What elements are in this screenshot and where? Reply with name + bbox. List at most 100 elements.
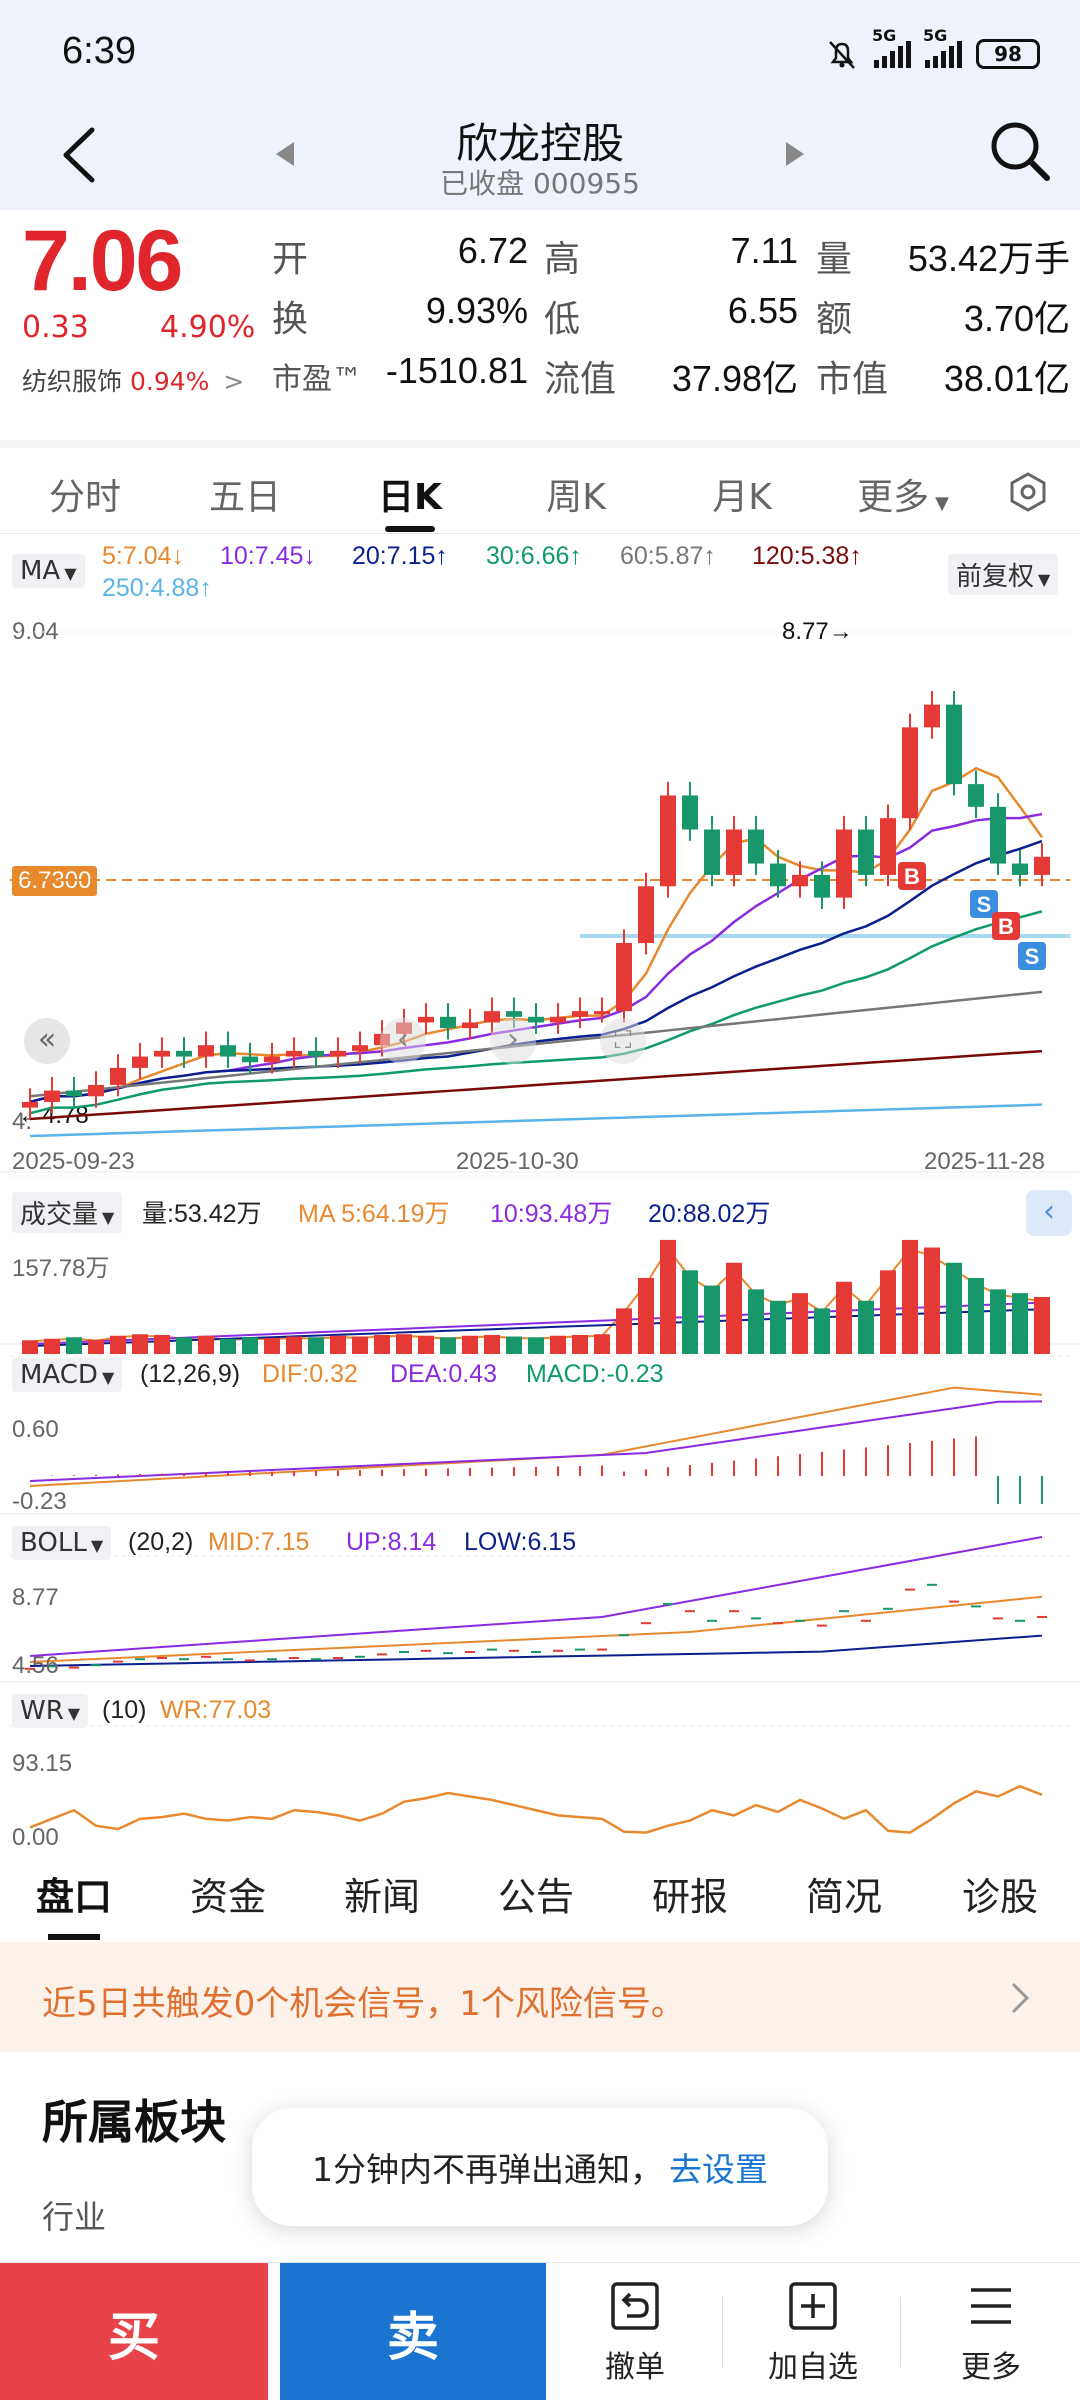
macd-dea-line bbox=[29, 1400, 1043, 1482]
candle-body bbox=[462, 1022, 478, 1029]
boll-mid: MID:7.15 bbox=[208, 1528, 310, 1556]
tab-monthly-k[interactable]: 月K bbox=[712, 477, 772, 518]
candle-body bbox=[770, 863, 786, 887]
ma60-line bbox=[29, 990, 1043, 1098]
cancel-order-label: 撤单 bbox=[605, 2350, 665, 2385]
date-end: 2025-11-28 bbox=[924, 1148, 1045, 1175]
toast-settings-link[interactable]: 去设置 bbox=[669, 2150, 768, 2189]
volume-bar bbox=[66, 1337, 82, 1354]
low-label: 低 bbox=[544, 299, 581, 340]
wr-selector[interactable]: WR ▼ bbox=[12, 1694, 89, 1728]
more-button[interactable]: 更多 bbox=[906, 2263, 1076, 2400]
tab-diagnosis[interactable]: 诊股 bbox=[962, 1875, 1039, 1919]
double-chevron-left-icon[interactable]: « bbox=[24, 1018, 70, 1064]
candle-body bbox=[22, 1101, 38, 1108]
ma5-label: 5:7.04↓ bbox=[102, 542, 185, 570]
caret-down-icon: ▼ bbox=[935, 493, 949, 514]
back-arrow-icon[interactable] bbox=[52, 120, 112, 190]
high-label: 高 bbox=[544, 239, 581, 280]
candle-body bbox=[308, 1050, 324, 1057]
volume-bar bbox=[528, 1337, 544, 1354]
volume-bar bbox=[726, 1262, 742, 1354]
candle-body bbox=[946, 704, 962, 785]
adjust-selector[interactable]: 前复权 ▼ bbox=[948, 554, 1059, 595]
search-icon[interactable] bbox=[985, 116, 1055, 186]
vol-ma20-label: 20:88.02万 bbox=[648, 1200, 771, 1228]
wr-line bbox=[29, 1784, 1043, 1834]
tab-weekly-k[interactable]: 周K bbox=[546, 477, 606, 518]
ma120-label: 120:5.38↑ bbox=[752, 542, 862, 570]
signal-banner[interactable]: 近5日共触发0个机会信号，1个风险信号。 bbox=[0, 1942, 1080, 2052]
next-stock-icon[interactable] bbox=[780, 134, 810, 174]
volume-bar bbox=[110, 1335, 126, 1354]
wr-bottom-label: 0.00 bbox=[12, 1824, 59, 1851]
industry-link[interactable]: 纺织服饰 0.94% > bbox=[22, 362, 244, 398]
tab-announcements[interactable]: 公告 bbox=[498, 1875, 575, 1919]
signal-icon-2: 5G bbox=[923, 26, 962, 68]
cancel-order-button[interactable]: 撤单 bbox=[550, 2263, 720, 2400]
tab-daily-k[interactable]: 日K bbox=[378, 477, 442, 518]
pe-label: 市盈™ bbox=[272, 362, 362, 397]
tab-intraday[interactable]: 分时 bbox=[48, 477, 121, 518]
buy-button[interactable]: 买 bbox=[0, 2263, 268, 2400]
candle-body bbox=[594, 1011, 610, 1015]
volume-value: 53.42万手 bbox=[907, 238, 1070, 279]
volume-bar bbox=[418, 1335, 434, 1354]
tab-news[interactable]: 新闻 bbox=[344, 1875, 421, 1919]
candle-body bbox=[858, 829, 874, 875]
tab-order-book[interactable]: 盘口 bbox=[36, 1875, 113, 1919]
open-label: 开 bbox=[272, 239, 309, 280]
ma-selector[interactable]: MA ▼ bbox=[12, 554, 85, 588]
macd-selector[interactable]: MACD ▼ bbox=[12, 1358, 123, 1392]
volume-bar bbox=[616, 1308, 632, 1354]
ma30-line bbox=[29, 910, 1043, 1115]
wr-params: (10) bbox=[102, 1696, 147, 1724]
volume-bar bbox=[550, 1335, 566, 1354]
add-box-icon bbox=[789, 2282, 837, 2330]
tab-capital[interactable]: 资金 bbox=[190, 1875, 267, 1919]
volume-selector[interactable]: 成交量 ▼ bbox=[12, 1192, 123, 1233]
candle-body bbox=[176, 1050, 192, 1057]
volume-label: 量 bbox=[816, 239, 853, 280]
candle-body bbox=[132, 1056, 148, 1068]
stock-header: 欣龙控股 已收盘 000955 bbox=[0, 110, 1080, 210]
signal-icon-1: 5G bbox=[872, 26, 911, 68]
battery-icon: 98 bbox=[976, 39, 1040, 69]
sell-button[interactable]: 卖 bbox=[280, 2263, 546, 2400]
tab-more[interactable]: 更多 ▼ bbox=[848, 468, 958, 520]
mkt-cap-value: 38.01亿 bbox=[943, 358, 1070, 399]
trade-marker bbox=[970, 890, 998, 918]
tab-more-label: 更多 bbox=[857, 477, 930, 518]
trade-marker-label: S bbox=[1025, 944, 1040, 969]
volume-bar bbox=[22, 1340, 38, 1354]
chart-settings-icon[interactable] bbox=[1006, 470, 1050, 514]
collapse-panel-icon[interactable]: ‹ bbox=[1026, 1190, 1072, 1236]
chevron-right-icon: > bbox=[223, 367, 245, 396]
turnover-label: 换 bbox=[272, 299, 309, 340]
volume-bar bbox=[132, 1334, 148, 1354]
volume-value-label: 量:53.42万 bbox=[142, 1200, 262, 1228]
date-start: 2025-09-23 bbox=[12, 1148, 135, 1175]
candle-body bbox=[638, 886, 654, 944]
volume-bar bbox=[594, 1334, 610, 1354]
tab-five-day[interactable]: 五日 bbox=[208, 477, 281, 518]
high-value: 7.11 bbox=[730, 230, 798, 271]
boll-selector[interactable]: BOLL ▼ bbox=[12, 1526, 112, 1560]
tab-profile[interactable]: 简况 bbox=[806, 1875, 883, 1919]
candle-body bbox=[220, 1045, 236, 1057]
fullscreen-icon[interactable]: ⛶ bbox=[600, 1018, 646, 1064]
vol-max-label: 157.78万 bbox=[12, 1255, 110, 1282]
period-tabs: 分时 五日 日K 周K 月K 更多 ▼ bbox=[0, 448, 1080, 534]
volume-bar bbox=[748, 1289, 764, 1354]
volume-bar bbox=[198, 1335, 214, 1354]
open-value: 6.72 bbox=[457, 230, 528, 271]
volume-bar bbox=[264, 1338, 280, 1354]
candle-body bbox=[1012, 863, 1028, 875]
kline-chart-area[interactable]: MA ▼ 5:7.04↓ 10:7.45↓ 20:7.15↑ 30:6.66↑ 6… bbox=[0, 536, 1080, 1852]
chevron-left-icon[interactable]: ‹ bbox=[380, 1018, 426, 1064]
trade-marker-label: B bbox=[904, 864, 920, 889]
chevron-right-icon[interactable]: › bbox=[490, 1018, 536, 1064]
prev-stock-icon[interactable] bbox=[270, 134, 300, 174]
add-watchlist-button[interactable]: 加自选 bbox=[728, 2263, 898, 2400]
tab-research[interactable]: 研报 bbox=[652, 1875, 729, 1919]
